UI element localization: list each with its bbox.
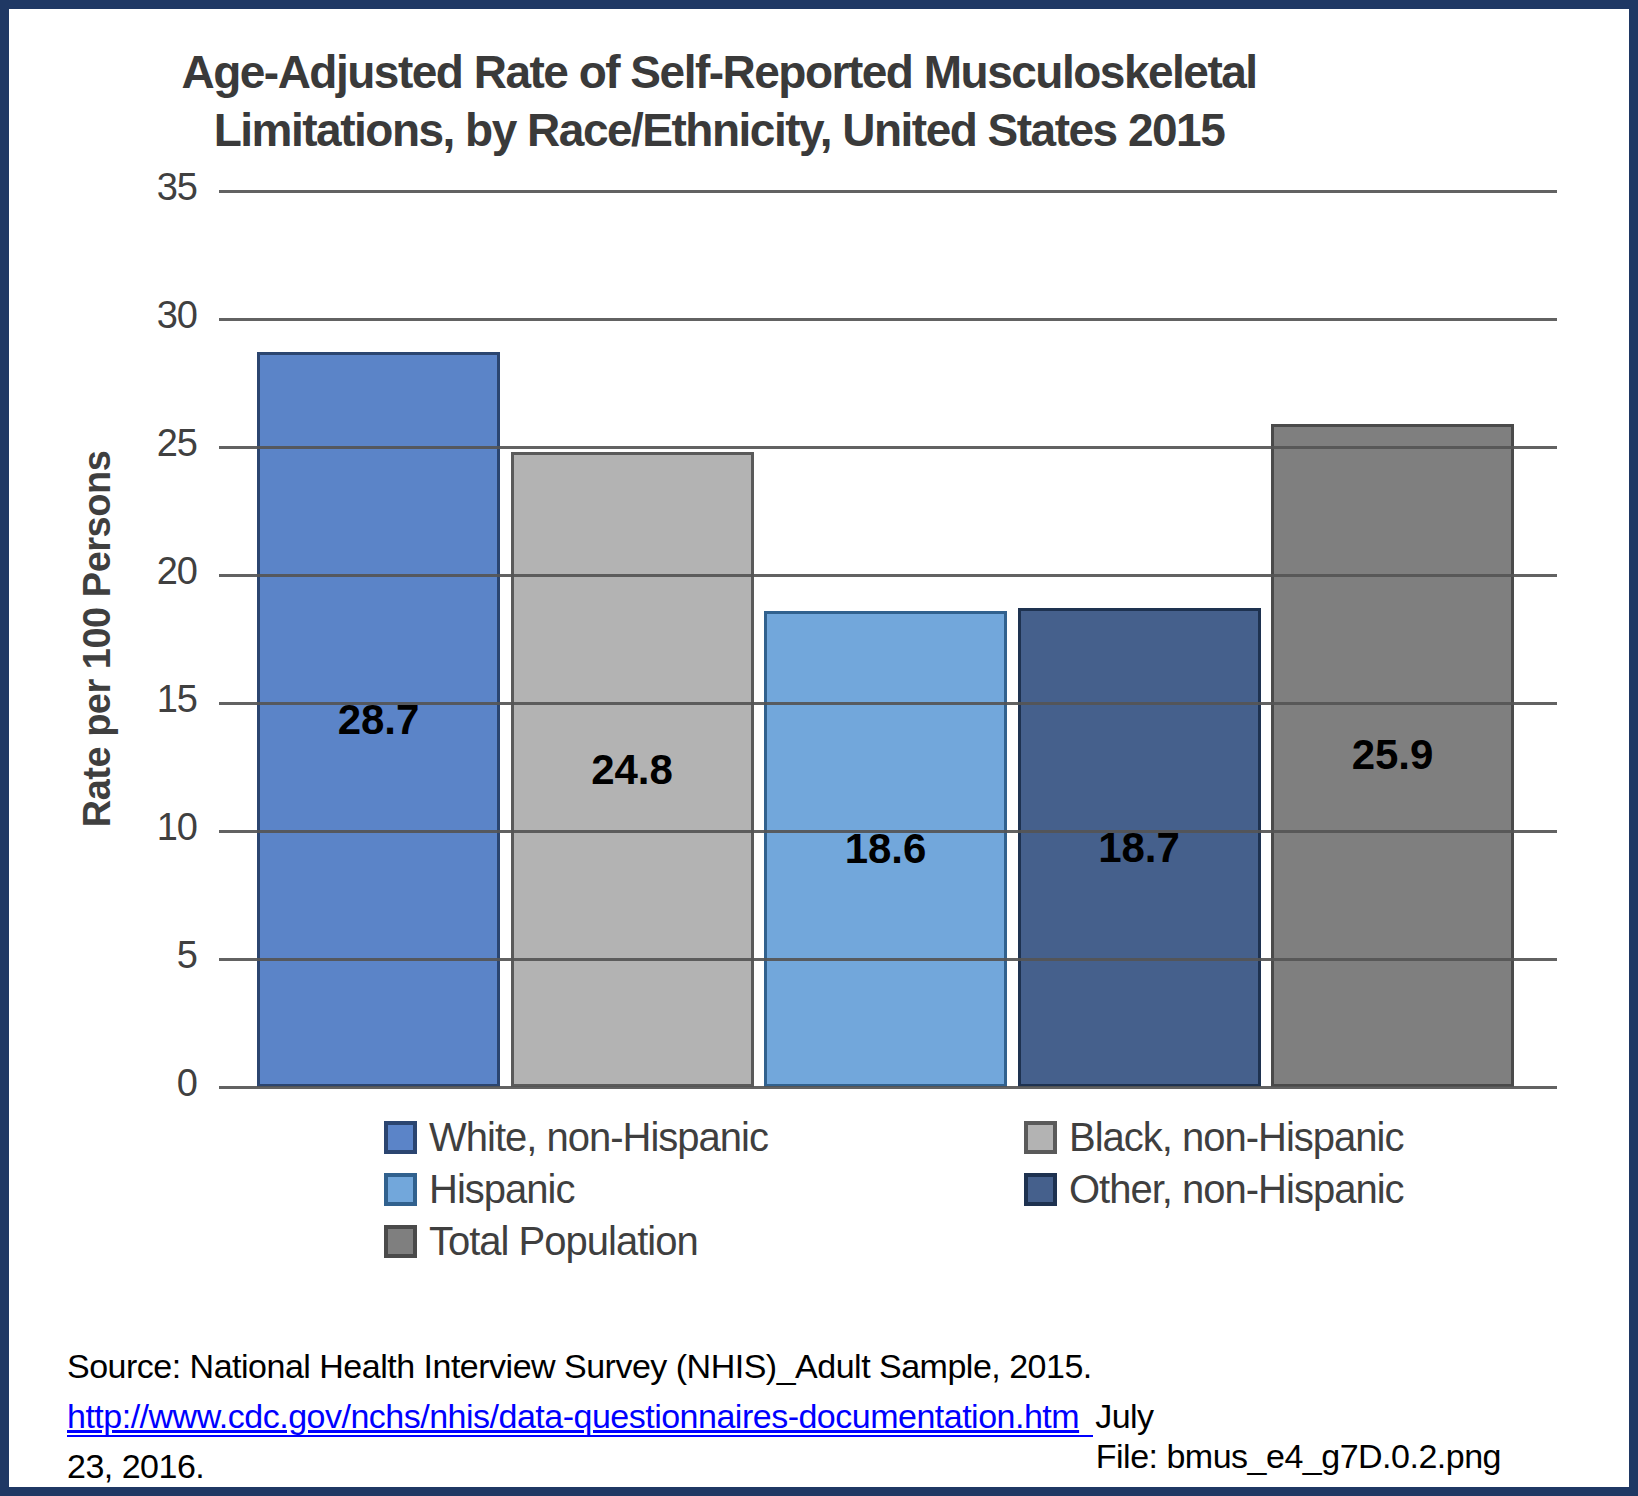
y-tick-label-5: 5 bbox=[9, 934, 197, 977]
source-line1: Source: National Health Interview Survey… bbox=[67, 1341, 1267, 1391]
file-label: File: bmus_e4_g7D.0.2.png bbox=[1096, 1437, 1501, 1476]
gridline-y-5 bbox=[219, 958, 1557, 961]
bar-value-label: 25.9 bbox=[1274, 731, 1511, 779]
legend-item-black-non-hispanic: Black, non-Hispanic bbox=[1024, 1115, 1404, 1160]
y-tick-label-10: 10 bbox=[9, 806, 197, 849]
source-line3: 23, 2016. bbox=[67, 1441, 1267, 1491]
legend-label: White, non-Hispanic bbox=[429, 1115, 768, 1160]
source-note: Source: National Health Interview Survey… bbox=[67, 1341, 1267, 1491]
y-tick-label-0: 0 bbox=[9, 1062, 197, 1105]
legend-item-other-non-hispanic: Other, non-Hispanic bbox=[1024, 1167, 1404, 1212]
plot-area: 28.7 24.8 18.618.7 25.9 bbox=[219, 191, 1557, 1087]
legend-item-total-population: Total Population bbox=[384, 1219, 698, 1264]
source-link[interactable]: http://www.cdc.gov/nchs/nhis/data-questi… bbox=[67, 1397, 1093, 1437]
legend-label: Black, non-Hispanic bbox=[1069, 1115, 1404, 1160]
legend-swatch-icon bbox=[1024, 1121, 1057, 1154]
y-tick-label-25: 25 bbox=[9, 422, 197, 465]
gridline-y-15 bbox=[219, 702, 1557, 705]
legend-swatch-icon bbox=[384, 1121, 417, 1154]
source-line2: http://www.cdc.gov/nchs/nhis/data-questi… bbox=[67, 1391, 1267, 1441]
y-tick-label-30: 30 bbox=[9, 294, 197, 337]
gridline-y-25 bbox=[219, 446, 1557, 449]
bar-other-non-hispanic: 18.7 bbox=[1018, 608, 1261, 1087]
y-tick-label-15: 15 bbox=[9, 678, 197, 721]
gridline-y-0 bbox=[219, 1086, 1557, 1089]
y-tick-label-35: 35 bbox=[9, 166, 197, 209]
source-link-suffix: July bbox=[1095, 1397, 1153, 1435]
chart-title-line1: Age-Adjusted Rate of Self-Reported Muscu… bbox=[149, 43, 1289, 101]
legend-label: Total Population bbox=[429, 1219, 698, 1264]
bar-black-non-hispanic: 24.8 bbox=[511, 452, 754, 1087]
legend-swatch-icon bbox=[384, 1173, 417, 1206]
bar-value-label: 24.8 bbox=[514, 746, 751, 794]
bar-total-population: 25.9 bbox=[1271, 424, 1514, 1087]
gridline-y-20 bbox=[219, 574, 1557, 577]
chart-title-line2: Limitations, by Race/Ethnicity, United S… bbox=[149, 101, 1289, 159]
legend-swatch-icon bbox=[384, 1225, 417, 1258]
bar-white-non-hispanic: 28.7 bbox=[257, 352, 500, 1087]
chart-frame: Age-Adjusted Rate of Self-Reported Muscu… bbox=[0, 0, 1638, 1496]
y-axis-title: Rate per 100 Persons bbox=[76, 451, 119, 828]
legend-item-white-non-hispanic: White, non-Hispanic bbox=[384, 1115, 768, 1160]
gridline-y-10 bbox=[219, 830, 1557, 833]
legend-label: Other, non-Hispanic bbox=[1069, 1167, 1404, 1212]
legend-label: Hispanic bbox=[429, 1167, 574, 1212]
legend-swatch-icon bbox=[1024, 1173, 1057, 1206]
chart-title: Age-Adjusted Rate of Self-Reported Muscu… bbox=[149, 43, 1289, 159]
legend-item-hispanic: Hispanic bbox=[384, 1167, 574, 1212]
bar-hispanic: 18.6 bbox=[764, 611, 1007, 1087]
y-tick-label-20: 20 bbox=[9, 550, 197, 593]
gridline-y-30 bbox=[219, 318, 1557, 321]
gridline-y-35 bbox=[219, 190, 1557, 193]
